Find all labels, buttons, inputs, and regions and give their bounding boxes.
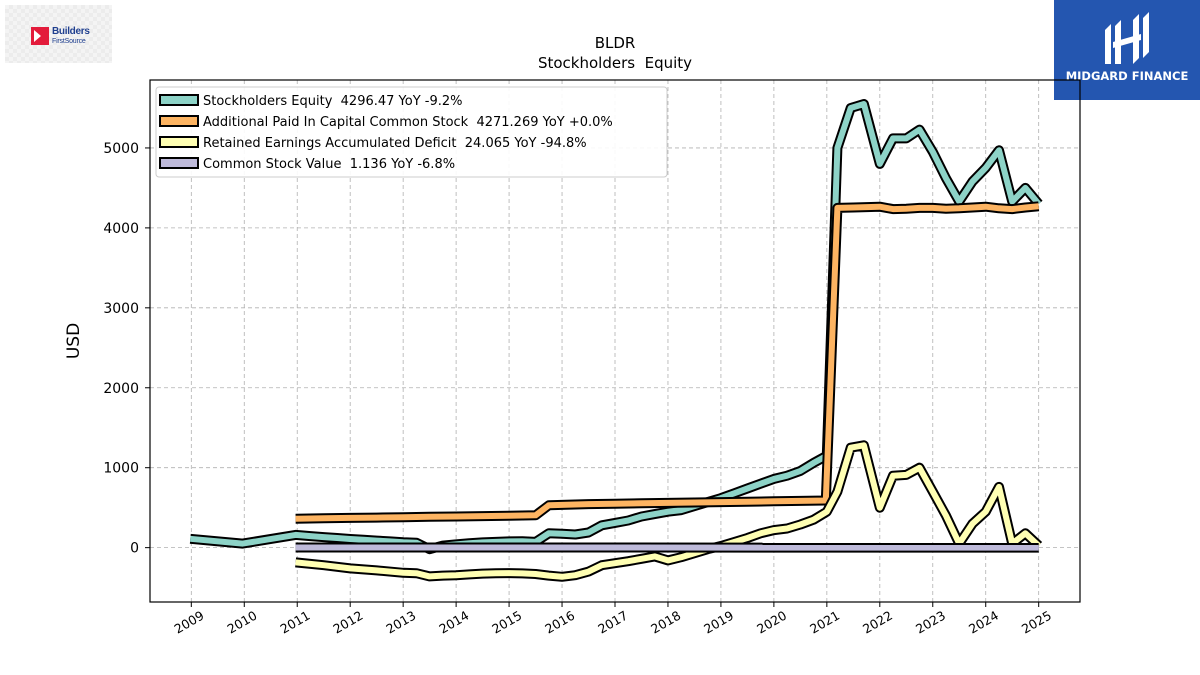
x-tick-label: 2020 — [754, 608, 789, 637]
x-tick-label: 2011 — [277, 608, 312, 637]
x-tick-label: 2009 — [172, 608, 207, 637]
legend-label: Stockholders Equity 4296.47 YoY -9.2% — [203, 94, 463, 109]
x-tick-label: 2016 — [542, 608, 577, 637]
x-tick-label: 2017 — [595, 608, 630, 637]
x-tick-label: 2021 — [807, 608, 842, 637]
legend-item: Stockholders Equity 4296.47 YoY -9.2% — [159, 94, 463, 109]
company-logo-text-firstsource: FirstSource — [52, 38, 86, 45]
legend-label: Retained Earnings Accumulated Deficit 24… — [203, 136, 587, 151]
legend-swatch — [159, 115, 199, 127]
legend-item: Retained Earnings Accumulated Deficit 24… — [159, 136, 587, 151]
legend-swatch — [159, 157, 199, 169]
series-line — [190, 101, 1042, 553]
y-tick-label: 0 — [130, 541, 139, 557]
y-tick-label: 5000 — [103, 141, 139, 157]
company-logo-mark — [31, 27, 49, 45]
x-tick-label: 2022 — [860, 608, 895, 637]
midgard-finance-icon — [1105, 12, 1149, 64]
series-line — [295, 203, 1039, 522]
y-tick-label: 1000 — [103, 461, 139, 477]
legend-box — [155, 86, 668, 178]
x-tick-label: 2024 — [966, 608, 1001, 637]
x-tick-label: 2015 — [489, 608, 524, 637]
company-logo-text-builders: Builders — [52, 26, 90, 37]
chart-title: BLDR — [595, 34, 636, 52]
legend-swatch — [159, 136, 199, 148]
series-additional-paid-in-capital-common-stock — [295, 201, 1040, 524]
y-axis-label: USD — [64, 323, 84, 359]
legend-label: Common Stock Value 1.136 YoY -6.8% — [203, 157, 455, 172]
x-tick-label: 2019 — [701, 608, 736, 637]
x-tick-label: 2013 — [383, 608, 418, 637]
legend-swatch — [159, 94, 199, 106]
legend-item: Common Stock Value 1.136 YoY -6.8% — [159, 157, 455, 172]
x-tick-label: 2014 — [436, 608, 471, 637]
series-line — [295, 442, 1041, 580]
midgard-finance-wordmark: MIDGARD FINANCE — [1065, 69, 1189, 83]
y-tick-label: 3000 — [103, 301, 139, 317]
chart-subtitle: Stockholders Equity — [538, 54, 692, 72]
midgard-finance-logo: MIDGARD FINANCE — [1054, 0, 1200, 100]
x-tick-label: 2023 — [913, 608, 948, 637]
builders-firstsource-logo: Builders FirstSource — [5, 5, 112, 63]
x-tick-label: 2010 — [224, 608, 259, 637]
x-tick-label: 2025 — [1019, 608, 1054, 637]
legend-label: Additional Paid In Capital Common Stock … — [203, 115, 613, 130]
y-tick-label: 2000 — [103, 381, 139, 397]
x-tick-label: 2018 — [648, 608, 683, 637]
series-stockholders-equity — [189, 99, 1043, 555]
legend-item: Additional Paid In Capital Common Stock … — [159, 115, 613, 130]
y-tick-label: 4000 — [103, 221, 139, 237]
x-tick-label: 2012 — [330, 608, 365, 637]
series-retained-earnings-accumulated-deficit — [295, 440, 1043, 582]
